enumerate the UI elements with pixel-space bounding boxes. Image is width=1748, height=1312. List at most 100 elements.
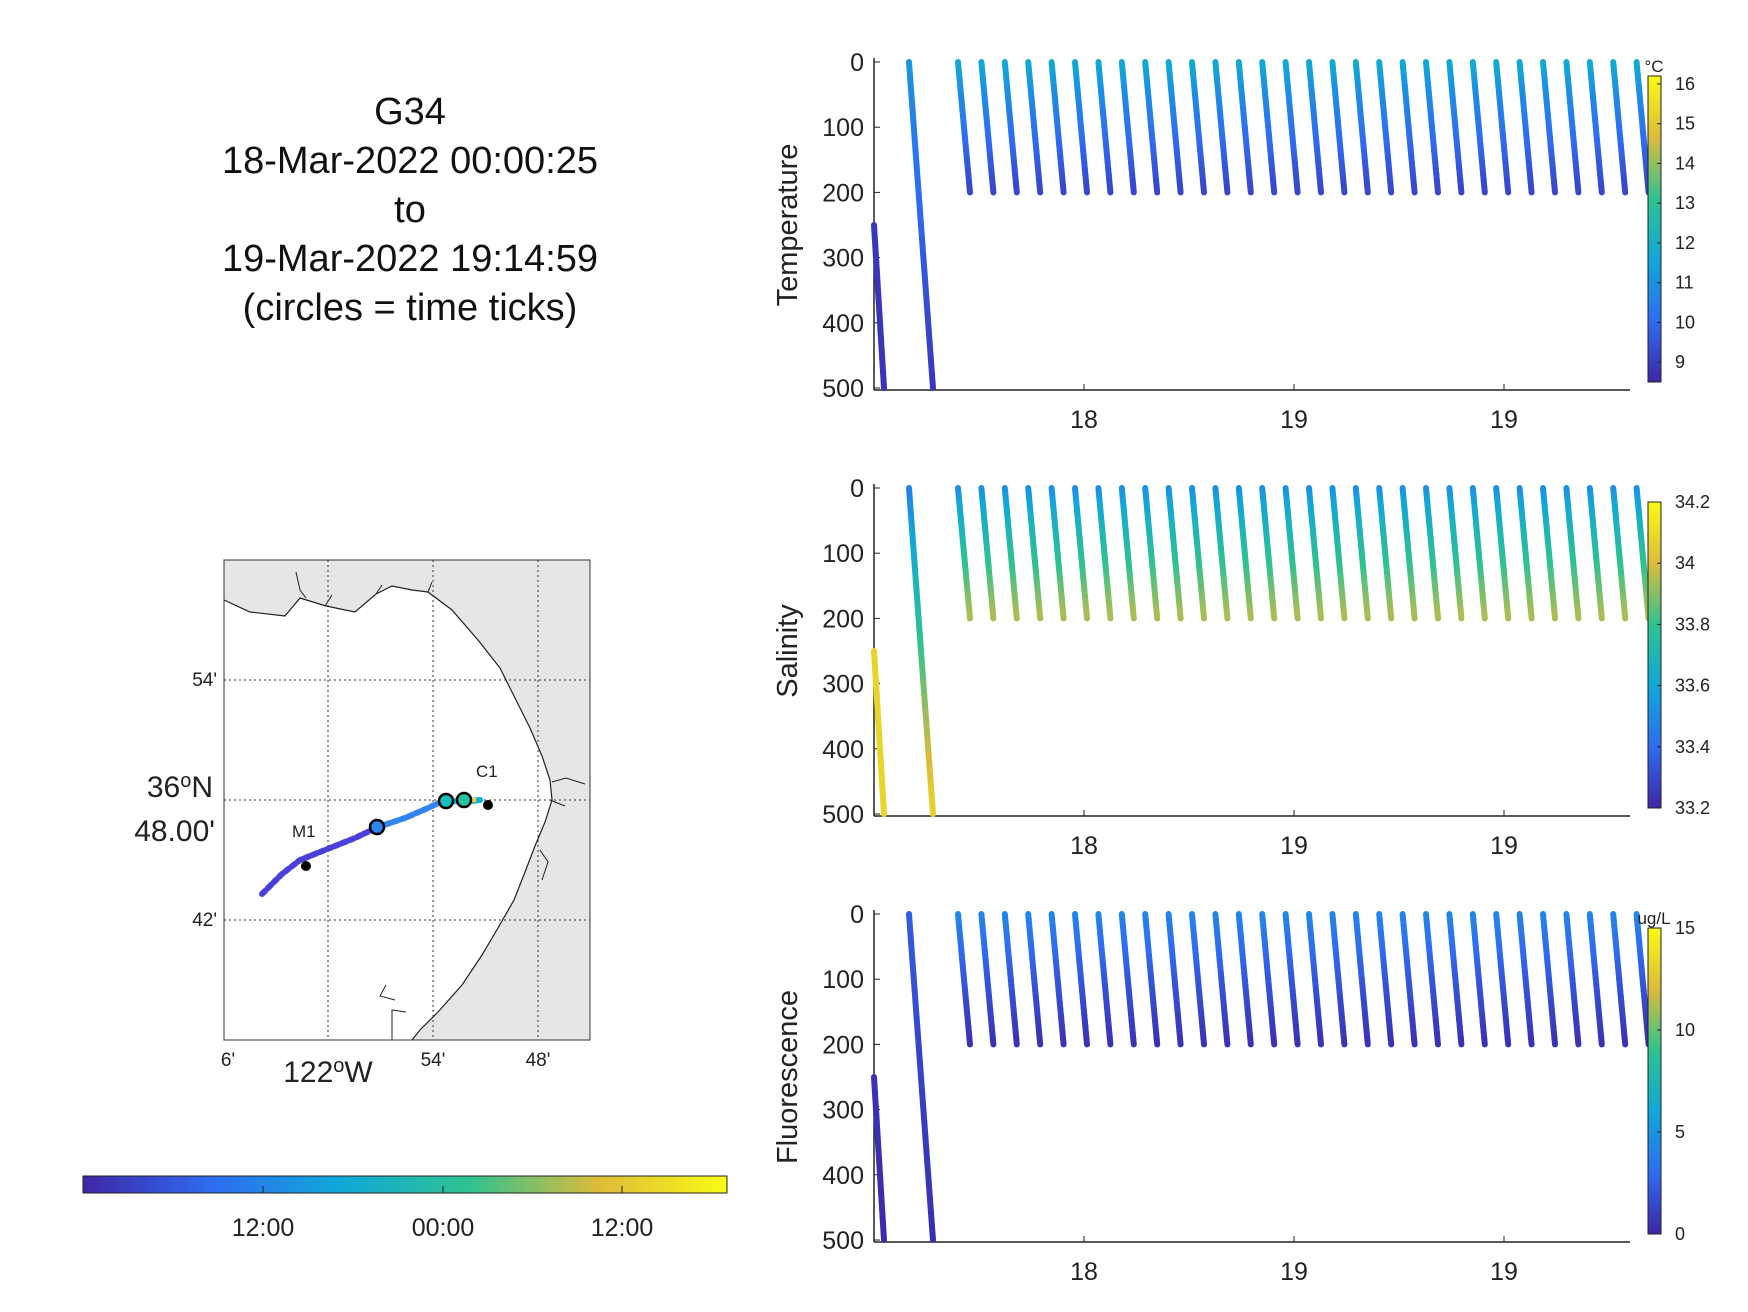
section-panel-temperature: 0 100 200 300 400 500 18 19 19 Temperature 9 10 11 12… — [772, 49, 1695, 434]
y-tick-label: 0 — [850, 901, 864, 929]
profile-cast — [1633, 59, 1652, 196]
profile-segment — [1153, 1035, 1161, 1048]
y-tick-label: 100 — [822, 540, 864, 568]
profile-segment — [1247, 183, 1254, 196]
profile-cast — [1399, 59, 1418, 196]
profile-cast — [1235, 59, 1254, 196]
profile-segment — [989, 1035, 997, 1048]
profile-cast — [871, 648, 887, 817]
profile-segment — [1130, 1035, 1137, 1048]
y-tick-label: 200 — [822, 179, 864, 207]
profile-segment — [1083, 1035, 1090, 1048]
profile-cast — [1446, 59, 1465, 196]
y-tick-label: 500 — [822, 1227, 864, 1255]
colorbar-tick-label: 0 — [1675, 1224, 1685, 1244]
profile-cast — [1025, 911, 1044, 1048]
profile-cast — [1446, 911, 1465, 1048]
map-frame — [223, 559, 591, 1041]
profile-segment — [1036, 1035, 1044, 1048]
colorbar — [1647, 75, 1662, 383]
profile-segment — [1223, 1035, 1231, 1048]
profile-segment — [1060, 609, 1067, 622]
profile-segment — [1060, 183, 1067, 196]
profile-cast — [1633, 911, 1652, 1048]
station-c1-marker — [483, 800, 493, 810]
profile-segment — [1598, 183, 1605, 196]
profile-segment — [1036, 183, 1044, 196]
profile-cast — [906, 911, 936, 1243]
station-c1-label: C1 — [476, 762, 498, 781]
profile-cast — [1235, 911, 1254, 1048]
profile-cast — [1610, 911, 1629, 1048]
y-tick-label: 0 — [850, 49, 864, 77]
profile-segment — [1200, 609, 1207, 622]
profile-segment — [1598, 1035, 1605, 1048]
profile-segment — [1247, 1035, 1254, 1048]
y-tick-label: 200 — [822, 605, 864, 633]
profile-segment — [1411, 609, 1418, 622]
profile-cast — [1516, 911, 1535, 1048]
colorbar-unit: ug/L — [1637, 909, 1670, 928]
end-time: 19-Mar-2022 19:14:59 — [221, 238, 599, 280]
profile-segment — [966, 183, 973, 196]
profile-cast — [1025, 59, 1044, 196]
profile-segment — [1574, 609, 1582, 622]
colorbar-tick-label: 34.2 — [1675, 492, 1710, 512]
x-tick-label: 19 — [1280, 1258, 1308, 1286]
colorbar-tick-label: 15 — [1675, 918, 1695, 938]
profile-cast — [1259, 911, 1278, 1048]
profile-cast — [1212, 911, 1231, 1048]
profile-cast — [1493, 485, 1512, 622]
profile-cast — [1001, 485, 1020, 622]
profile-cast — [1423, 911, 1441, 1048]
lat-main-label: 36oN — [147, 770, 213, 804]
profile-cast — [955, 911, 973, 1048]
colorbar-tick-label: 15 — [1675, 114, 1695, 134]
lat-minutes-label: 48.00' — [134, 815, 215, 848]
profile-segment — [1364, 183, 1371, 196]
profile-cast — [1423, 59, 1441, 196]
profile-segment — [1387, 183, 1395, 196]
profile-segment — [989, 183, 997, 196]
profile-cast — [1540, 59, 1558, 196]
x-tick-label: 19 — [1280, 832, 1308, 860]
profile-cast — [1493, 59, 1512, 196]
colorbar-tick-label: 9 — [1675, 352, 1685, 372]
lon-main-label: 122oW — [283, 1055, 373, 1089]
profile-segment — [1528, 609, 1535, 622]
profile-cast — [1399, 485, 1418, 622]
profile-cast — [1072, 59, 1090, 196]
profile-cast — [1352, 485, 1371, 622]
profile-cast — [1212, 59, 1231, 196]
profile-segment — [1457, 1035, 1465, 1048]
profile-segment — [1340, 609, 1348, 622]
profile-segment — [966, 609, 973, 622]
profile-segment — [1013, 609, 1020, 622]
profile-cast — [1189, 911, 1207, 1048]
profile-cast — [1142, 485, 1161, 622]
y-tick-label: 200 — [822, 1031, 864, 1059]
profile-cast — [871, 1074, 887, 1243]
profile-segment — [1036, 609, 1044, 622]
profile-cast — [1118, 911, 1137, 1048]
profile-cast — [1025, 485, 1044, 622]
figure-title: G34 18-Mar-2022 00:00:25 to 19-Mar-2022 … — [140, 88, 680, 333]
profile-cast — [1306, 59, 1324, 196]
profile-segment — [1270, 183, 1278, 196]
x-tick-label: 18 — [1070, 1258, 1098, 1286]
y-axis-label: Temperature — [772, 144, 804, 307]
colorbar-tick-label: 10 — [1675, 312, 1695, 332]
profile-cast — [1212, 485, 1231, 622]
start-time: 18-Mar-2022 00:00:25 — [221, 140, 599, 182]
profile-segment — [1317, 609, 1324, 622]
profile-cast — [1329, 59, 1348, 196]
profile-cast — [1048, 485, 1067, 622]
profile-segment — [1130, 183, 1137, 196]
profile-cast — [1586, 59, 1605, 196]
profile-segment — [1457, 609, 1465, 622]
profile-segment — [1060, 1035, 1067, 1048]
x-tick-label: 19 — [1490, 1258, 1518, 1286]
profile-segment — [1574, 183, 1582, 196]
profile-segment — [1294, 609, 1301, 622]
